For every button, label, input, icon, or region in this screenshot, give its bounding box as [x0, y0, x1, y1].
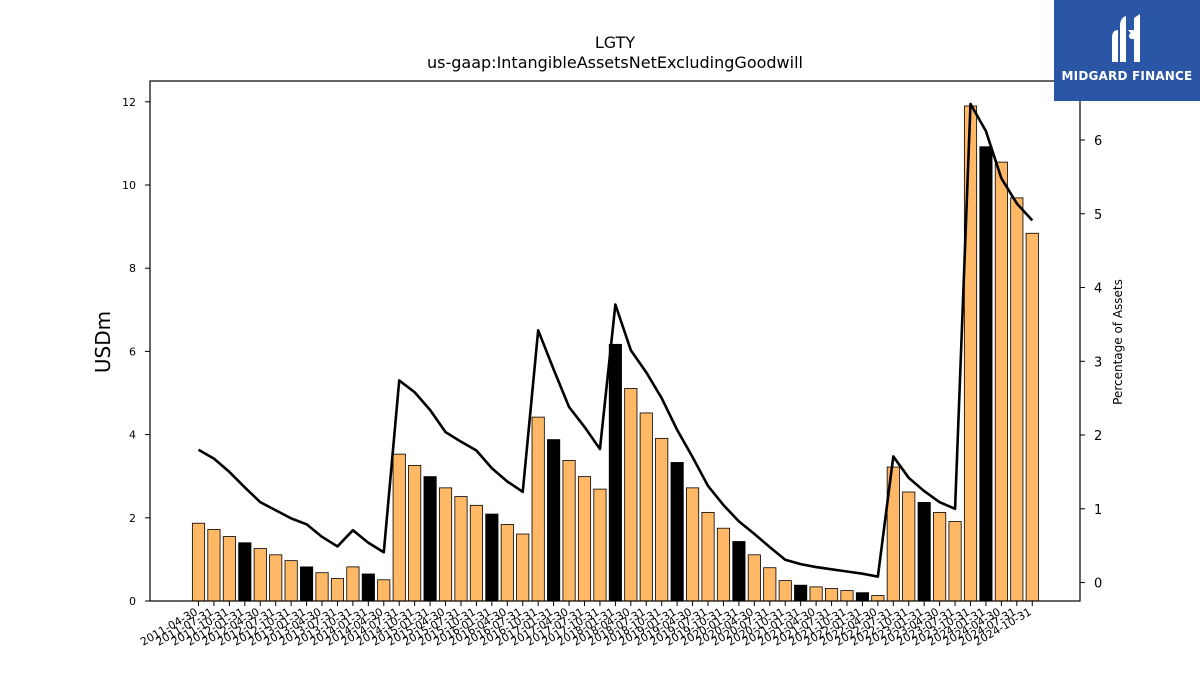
y2-axis-label: Percentage of Assets	[1111, 279, 1125, 405]
bar-2013-01-31	[300, 566, 314, 602]
bar-2018-01-31	[608, 343, 622, 602]
y2-tick-label-1: 1	[1094, 503, 1102, 518]
chart-subtitle: us-gaap:IntangibleAssetsNetExcludingGood…	[427, 53, 803, 72]
bar-2022-04-30	[871, 595, 885, 602]
bar-2019-07-31	[701, 511, 715, 602]
y2-tick-label-2: 2	[1094, 429, 1102, 444]
bar-2011-07-31	[207, 529, 221, 602]
bar-2017-10-31	[593, 488, 607, 602]
bar-2014-07-31	[392, 453, 406, 602]
y2-tick-label-6: 6	[1094, 134, 1102, 149]
chart-title: LGTY	[595, 33, 636, 52]
bar-2017-01-31	[547, 439, 561, 602]
bar-2024-01-31	[979, 146, 993, 602]
bar-2015-01-31	[423, 476, 437, 602]
bar-2011-04-30	[191, 522, 206, 602]
bar-2018-04-30	[624, 388, 638, 602]
percentage-line	[197, 102, 1034, 578]
bar-2023-10-31	[963, 105, 978, 602]
bar-2018-10-31	[655, 437, 669, 602]
bar-2013-07-31	[330, 578, 345, 602]
bar-2019-10-31	[716, 527, 731, 602]
bar-2012-04-30	[253, 548, 267, 602]
bar-2012-01-31	[238, 542, 252, 602]
brand-name: MIDGARD FINANCE	[1061, 69, 1193, 83]
bar-2014-01-31	[361, 573, 375, 602]
midgard-logo-icon	[1112, 14, 1140, 62]
bar-2020-01-31	[732, 541, 746, 602]
bar-2018-07-31	[639, 412, 653, 602]
y-tick-label-6: 6	[129, 345, 136, 358]
bar-2016-10-31	[531, 416, 545, 602]
bar-2019-04-30	[686, 487, 700, 602]
y2-tick-label-5: 5	[1094, 208, 1102, 223]
bar-2023-01-31	[917, 502, 931, 602]
bar-2021-04-30	[809, 586, 823, 602]
bar-2020-04-30	[747, 554, 761, 602]
bar-2016-04-30	[500, 524, 514, 602]
y-tick-label-12: 12	[122, 96, 136, 109]
bar-2015-04-30	[438, 487, 453, 602]
y2-tick-label-0: 0	[1094, 577, 1102, 592]
bar-2021-01-31	[794, 584, 808, 602]
bar-2015-07-31	[454, 496, 468, 602]
y2-tick-label-3: 3	[1094, 355, 1102, 370]
y-tick-label-0: 0	[129, 595, 136, 608]
bar-2017-04-30	[562, 459, 576, 602]
y-tick-label-10: 10	[122, 179, 136, 192]
bar-2024-10-31	[1025, 232, 1039, 602]
bar-2014-10-31	[408, 464, 422, 602]
bar-2015-10-31	[469, 504, 483, 602]
bar-2016-01-31	[485, 513, 499, 602]
brand-logo: MIDGARD FINANCE	[1054, 0, 1200, 101]
y-tick-label-2: 2	[129, 512, 136, 525]
bar-2022-01-31	[855, 592, 869, 602]
bar-2013-10-31	[346, 566, 360, 602]
bar-2023-04-30	[933, 511, 947, 602]
bar-series	[191, 105, 1039, 602]
bar-2019-01-31	[670, 462, 684, 602]
line-series	[197, 102, 1034, 578]
y-tick-label-8: 8	[129, 262, 136, 275]
bar-2016-07-31	[516, 533, 530, 602]
bar-2011-10-31	[222, 536, 236, 602]
bar-2013-04-30	[315, 572, 329, 602]
bar-2024-07-31	[1010, 197, 1024, 602]
bar-2022-10-31	[902, 491, 916, 602]
y2-tick-label-4: 4	[1094, 282, 1102, 297]
bar-2024-04-30	[994, 161, 1008, 602]
bar-2014-04-30	[377, 579, 391, 602]
y-axis-label: USDm	[91, 311, 115, 373]
y-tick-label-4: 4	[129, 429, 136, 442]
bar-2021-10-31	[840, 590, 854, 602]
bar-2021-07-31	[824, 588, 839, 602]
bar-2020-07-31	[763, 567, 777, 602]
bar-2023-07-31	[948, 521, 962, 602]
bar-2017-07-31	[577, 476, 592, 602]
axes: 02468101201234562011-04-302011-07-312011…	[122, 80, 1102, 649]
bar-2012-07-31	[269, 554, 283, 602]
bar-2020-10-31	[778, 580, 792, 602]
bar-2012-10-31	[284, 560, 298, 602]
